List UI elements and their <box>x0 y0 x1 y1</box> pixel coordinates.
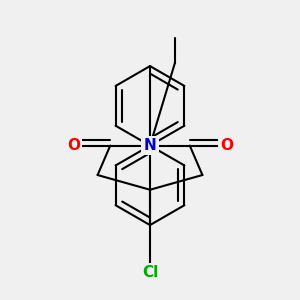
Text: O: O <box>220 138 233 153</box>
Text: Cl: Cl <box>142 265 158 280</box>
Text: N: N <box>144 138 156 153</box>
Text: O: O <box>67 138 80 153</box>
